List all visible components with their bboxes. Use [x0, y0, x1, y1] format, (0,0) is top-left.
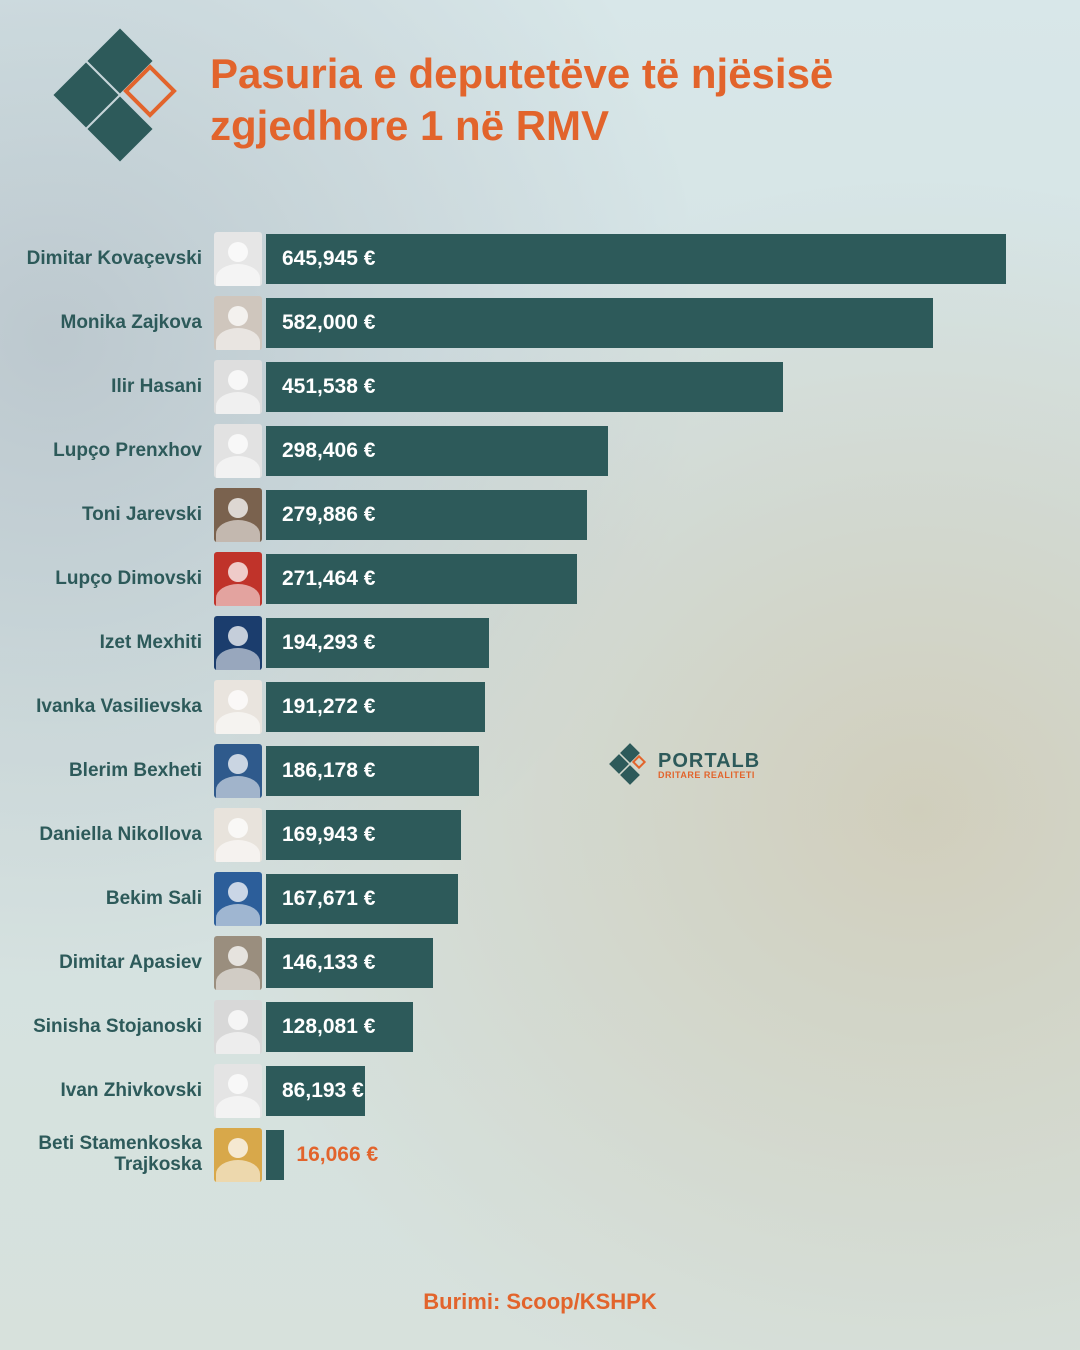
- value-label: 298,406 €: [282, 439, 375, 463]
- value-label: 191,272 €: [282, 695, 375, 719]
- avatar: [214, 872, 262, 926]
- chart-row: Beti Stamenkoska Trajkoska 16,066 €: [0, 1126, 1020, 1184]
- chart-row: Ivan Zhivkovski 86,193 €: [0, 1062, 1020, 1120]
- avatar: [214, 488, 262, 542]
- deputy-name: Toni Jarevski: [0, 505, 214, 526]
- bar-area: 191,272 €: [262, 682, 1020, 732]
- chart-row: Dimitar Kovaçevski 645,945 €: [0, 230, 1020, 288]
- value-label: 167,671 €: [282, 887, 375, 911]
- value-label: 169,943 €: [282, 823, 375, 847]
- avatar: [214, 296, 262, 350]
- deputy-name: Daniella Nikollova: [0, 825, 214, 846]
- deputy-name: Beti Stamenkoska Trajkoska: [0, 1134, 214, 1176]
- avatar: [214, 808, 262, 862]
- avatar: [214, 360, 262, 414]
- value-label: 451,538 €: [282, 375, 375, 399]
- brand-tagline: DRITARE REALITETI: [658, 771, 760, 780]
- chart-row: Lupço Prenxhov 298,406 €: [0, 422, 1020, 480]
- brand-text: PORTALB DRITARE REALITETI: [658, 751, 760, 780]
- chart-row: Ivanka Vasilievska 191,272 €: [0, 678, 1020, 736]
- deputy-name: Izet Mexhiti: [0, 633, 214, 654]
- chart-row: Monika Zajkova 582,000 €: [0, 294, 1020, 352]
- avatar: [214, 552, 262, 606]
- deputy-name: Monika Zajkova: [0, 313, 214, 334]
- bar-area: 194,293 €: [262, 618, 1020, 668]
- bar-area: 279,886 €: [262, 490, 1020, 540]
- chart-row: Sinisha Stojanoski 128,081 €: [0, 998, 1020, 1056]
- chart-row: Daniella Nikollova 169,943 €: [0, 806, 1020, 864]
- bar: [266, 234, 1006, 284]
- bar-area: 16,066 €: [262, 1130, 1020, 1180]
- value-label: 128,081 €: [282, 1015, 375, 1039]
- deputy-name: Dimitar Apasiev: [0, 953, 214, 974]
- bar: [266, 1130, 284, 1180]
- value-label: 279,886 €: [282, 503, 375, 527]
- page-title: Pasuria e deputetëve të njësisë zgjedhor…: [210, 48, 1020, 153]
- deputy-name: Ivanka Vasilievska: [0, 697, 214, 718]
- deputy-name: Lupço Dimovski: [0, 569, 214, 590]
- deputy-name: Ivan Zhivkovski: [0, 1081, 214, 1102]
- avatar: [214, 680, 262, 734]
- chart-row: Blerim Bexheti 186,178 €: [0, 742, 1020, 800]
- bar-area: 451,538 €: [262, 362, 1020, 412]
- value-label: 86,193 €: [282, 1079, 364, 1103]
- source-label: Burimi: Scoop/KSHPK: [0, 1289, 1080, 1315]
- value-label: 146,133 €: [282, 951, 375, 975]
- avatar: [214, 744, 262, 798]
- avatar: [214, 936, 262, 990]
- bar-area: 271,464 €: [262, 554, 1020, 604]
- deputy-name: Dimitar Kovaçevski: [0, 249, 214, 270]
- avatar: [214, 1000, 262, 1054]
- avatar: [214, 424, 262, 478]
- brand-name: PORTALB: [658, 751, 760, 771]
- wealth-bar-chart: Dimitar Kovaçevski 645,945 € Monika Zajkov…: [0, 230, 1080, 1184]
- value-label: 16,066 €: [296, 1143, 378, 1167]
- avatar: [214, 232, 262, 286]
- chart-row: Izet Mexhiti 194,293 €: [0, 614, 1020, 672]
- chart-row: Dimitar Apasiev 146,133 €: [0, 934, 1020, 992]
- value-label: 645,945 €: [282, 247, 375, 271]
- brand-watermark: PORTALB DRITARE REALITETI: [610, 745, 760, 785]
- avatar: [214, 1128, 262, 1182]
- deputy-name: Sinisha Stojanoski: [0, 1017, 214, 1038]
- value-label: 271,464 €: [282, 567, 375, 591]
- value-label: 582,000 €: [282, 311, 375, 335]
- bar-area: 645,945 €: [262, 234, 1020, 284]
- bar-area: 146,133 €: [262, 938, 1020, 988]
- bar-area: 298,406 €: [262, 426, 1020, 476]
- header: Pasuria e deputetëve të njësisë zgjedhor…: [0, 0, 1080, 180]
- chart-row: Bekim Sali 167,671 €: [0, 870, 1020, 928]
- logo-icon: [60, 40, 180, 160]
- bar-area: 582,000 €: [262, 298, 1020, 348]
- bar-area: 167,671 €: [262, 874, 1020, 924]
- deputy-name: Blerim Bexheti: [0, 761, 214, 782]
- brand-icon: [610, 745, 650, 785]
- deputy-name: Ilir Hasani: [0, 377, 214, 398]
- deputy-name: Lupço Prenxhov: [0, 441, 214, 462]
- bar-area: 128,081 €: [262, 1002, 1020, 1052]
- chart-row: Toni Jarevski 279,886 €: [0, 486, 1020, 544]
- value-label: 194,293 €: [282, 631, 375, 655]
- bar-area: 86,193 €: [262, 1066, 1020, 1116]
- value-label: 186,178 €: [282, 759, 375, 783]
- avatar: [214, 616, 262, 670]
- infographic-page: Pasuria e deputetëve të njësisë zgjedhor…: [0, 0, 1080, 1350]
- avatar: [214, 1064, 262, 1118]
- deputy-name: Bekim Sali: [0, 889, 214, 910]
- chart-row: Lupço Dimovski 271,464 €: [0, 550, 1020, 608]
- chart-row: Ilir Hasani 451,538 €: [0, 358, 1020, 416]
- bar-area: 169,943 €: [262, 810, 1020, 860]
